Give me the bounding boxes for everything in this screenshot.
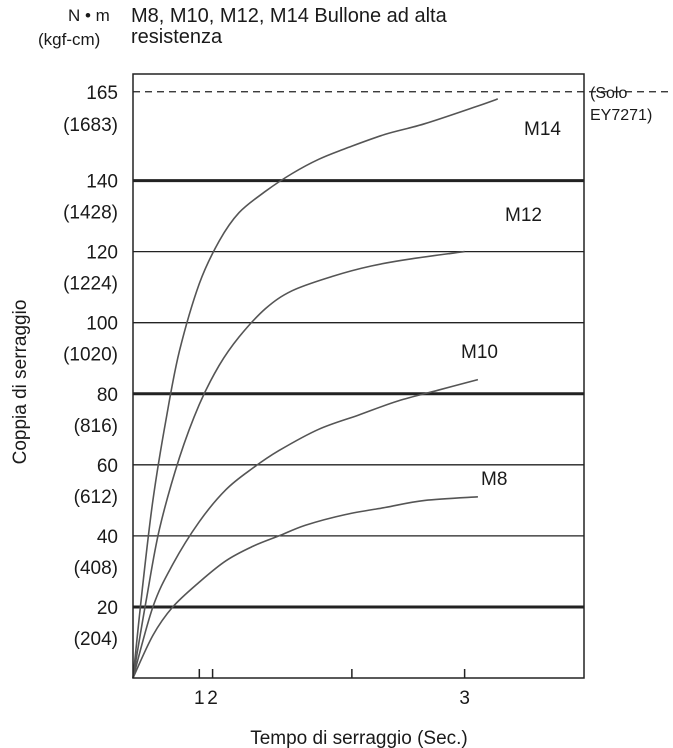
y-tick-80: 80 [97, 385, 118, 406]
y-tick-40: 40 [97, 527, 118, 548]
y-tick-sub-60: (612) [74, 487, 118, 508]
y-tick-120: 120 [86, 243, 118, 264]
curve-m8 [132, 496, 478, 679]
curve-labels: M8 M10 M12 M14 [461, 119, 561, 490]
plot-frame [132, 73, 585, 679]
y-axis-ticks: 20 (204) 40 (408) 60 (612) 80 (816) 100 (1020) 120… [63, 83, 118, 650]
y-tick-sub-165: (1683) [63, 115, 118, 136]
x-axis-label: Tempo di serraggio (Sec.) [250, 728, 468, 748]
x-tick-3: 3 [459, 688, 470, 709]
chart-title-line-2: resistenza [131, 26, 223, 48]
curve-label-m8: M8 [481, 469, 507, 490]
y-unit-label-kgf: (kgf-cm) [38, 30, 100, 49]
y-axis-label: Coppia di serraggio [10, 300, 31, 465]
torque-curves [132, 98, 499, 679]
y-tick-sub-140: (1428) [63, 203, 118, 224]
y-tick-sub-20: (204) [74, 629, 118, 650]
y-tick-sub-120: (1224) [63, 274, 118, 295]
curve-m14 [132, 98, 499, 679]
y-tick-100: 100 [86, 314, 118, 335]
curve-m10 [132, 378, 479, 679]
x-tick-1: 1 [194, 688, 205, 709]
y-tick-20: 20 [97, 598, 118, 619]
y-tick-sub-40: (408) [74, 558, 118, 579]
curve-label-m10: M10 [461, 342, 498, 363]
y-tick-60: 60 [97, 456, 118, 477]
y-tick-sub-80: (816) [74, 416, 118, 437]
y-tick-sub-100: (1020) [63, 345, 118, 366]
chart-title: M8, M10, M12, M14 Bullone ad alta resist… [131, 5, 452, 48]
x-tick-2: 2 [207, 688, 218, 709]
curve-m12 [132, 250, 465, 679]
chart-title-line-1: M8, M10, M12, M14 Bullone ad alta [131, 5, 448, 27]
curve-label-m14: M14 [524, 119, 561, 140]
limit-note-line-2: EY7271) [590, 107, 652, 124]
gridlines [133, 91, 670, 609]
limit-note-line-1: (Solo [590, 85, 627, 102]
curve-label-m12: M12 [505, 205, 542, 226]
y-unit-label-nm: N • m [68, 6, 110, 25]
y-tick-165: 165 [86, 83, 118, 104]
y-tick-140: 140 [86, 172, 118, 193]
